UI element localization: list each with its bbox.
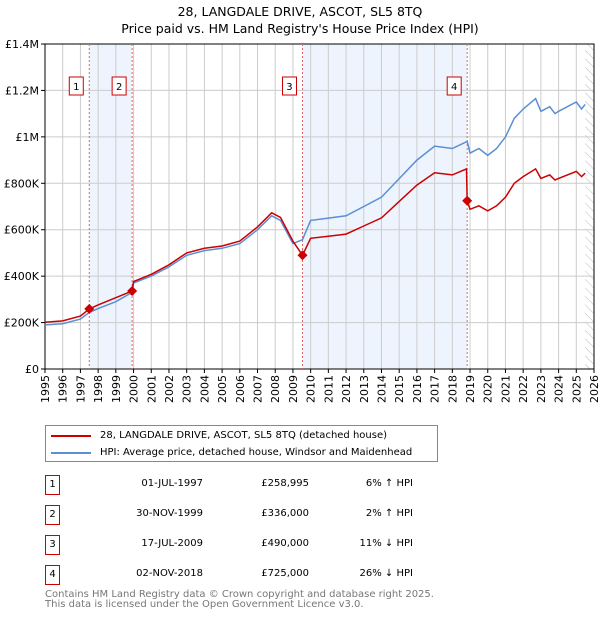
sale-label-box: 2 — [111, 76, 127, 96]
y-tick-label: £1M — [16, 131, 40, 144]
sale-point — [127, 286, 138, 296]
sale-date: 17-JUL-2009 — [141, 538, 203, 549]
shaded-period — [89, 44, 133, 369]
legend-label: 28, LANGDALE DRIVE, ASCOT, SL5 8TQ (deta… — [100, 430, 388, 441]
x-tick-label: 2002 — [163, 375, 176, 403]
plot-frame — [44, 43, 595, 370]
y-tick-label: £600K — [4, 224, 40, 237]
x-tick-label: 2024 — [553, 375, 566, 403]
sale-label-border — [111, 76, 127, 96]
hpi-diff: 6% ↑ HPI — [365, 478, 413, 489]
sale-price: £725,000 — [261, 568, 309, 579]
x-tick-label: 2014 — [375, 375, 388, 403]
sale-label-number: 1 — [73, 82, 79, 93]
hpi-diff: 11% ↓ HPI — [359, 538, 413, 549]
y-tick-label: £1.4M — [5, 38, 39, 51]
sale-point — [84, 303, 95, 314]
y-tick-label: £800K — [4, 177, 40, 190]
sale-number-badge: 3 — [45, 535, 60, 555]
x-tick-label: 2003 — [181, 375, 194, 403]
x-tick-label: 2007 — [252, 375, 265, 403]
x-tick-label: 2000 — [128, 375, 141, 403]
sale-label-box: 3 — [281, 76, 297, 96]
sale-label-border — [68, 76, 84, 96]
sale-point — [462, 195, 473, 206]
sale-date: 02-NOV-2018 — [136, 568, 203, 579]
y-tick-label: £0 — [25, 363, 39, 376]
x-tick-label: 2008 — [269, 375, 282, 403]
x-tick-label: 2005 — [216, 375, 229, 403]
y-tick-label: £200K — [4, 317, 40, 330]
x-tick-label: 2010 — [305, 375, 318, 403]
sale-label-number: 4 — [451, 82, 457, 93]
x-tick-label: 1999 — [110, 375, 123, 403]
sale-price: £490,000 — [261, 538, 309, 549]
sale-date: 01-JUL-1997 — [141, 478, 203, 489]
sale-price: £258,995 — [261, 478, 309, 489]
sale-label-border — [446, 76, 462, 96]
x-tick-label: 2023 — [535, 375, 548, 403]
x-tick-label: 1995 — [39, 375, 52, 403]
footer: Contains HM Land Registry data © Crown c… — [45, 590, 434, 610]
x-tick-label: 2015 — [393, 375, 406, 403]
x-tick-label: 2017 — [429, 375, 442, 403]
x-tick-label: 1997 — [74, 375, 87, 403]
legend-item-hpi: HPI: Average price, detached house, Wind… — [51, 447, 412, 458]
x-tick-label: 2001 — [145, 375, 158, 403]
transaction-row: 2 30-NOV-1999 £336,000 2% ↑ HPI — [45, 505, 445, 525]
sale-number-badge: 1 — [45, 475, 60, 495]
sale-point — [297, 250, 308, 261]
sale-label-number: 3 — [286, 82, 292, 93]
x-tick-label: 2022 — [517, 375, 530, 403]
hpi-diff: 26% ↓ HPI — [359, 568, 413, 579]
x-tick-label: 2013 — [358, 375, 371, 403]
x-tick-label: 2019 — [464, 375, 477, 403]
sale-price: £336,000 — [261, 508, 309, 519]
title-line: 28, LANGDALE DRIVE, ASCOT, SL5 8TQ — [177, 4, 423, 19]
forecast-hatch — [585, 44, 594, 369]
transaction-row: 1 01-JUL-1997 £258,995 6% ↑ HPI — [45, 475, 445, 495]
chart-title: 28, LANGDALE DRIVE, ASCOT, SL5 8TQ Price… — [0, 3, 600, 37]
x-tick-label: 2018 — [446, 375, 459, 403]
legend-item-property: 28, LANGDALE DRIVE, ASCOT, SL5 8TQ (deta… — [51, 430, 387, 441]
x-tick-label: 1996 — [57, 375, 70, 403]
transaction-row: 3 17-JUL-2009 £490,000 11% ↓ HPI — [45, 535, 445, 555]
x-tick-label: 2026 — [588, 375, 600, 403]
hpi-diff: 2% ↑ HPI — [365, 508, 413, 519]
y-tick-label: £400K — [4, 270, 40, 283]
sale-label-box: 4 — [446, 76, 462, 96]
x-tick-label: 2004 — [198, 375, 211, 403]
x-tick-label: 2012 — [340, 375, 353, 403]
sale-date: 30-NOV-1999 — [136, 508, 203, 519]
price-chart: 1995 1996 1997 1998 1999 2000 2001 2002 2003 2004… — [4, 38, 600, 403]
sale-number-badge: 2 — [45, 505, 60, 525]
sale-label-box: 1 — [68, 76, 84, 96]
x-tick-label: 2006 — [234, 375, 247, 403]
transaction-row: 4 02-NOV-2018 £725,000 26% ↓ HPI — [45, 565, 445, 585]
subtitle-line: Price paid vs. HM Land Registry's House … — [121, 21, 479, 36]
footer-line: This data is licensed under the Open Gov… — [45, 599, 364, 610]
x-tick-label: 2021 — [499, 375, 512, 403]
shaded-period — [302, 44, 468, 369]
legend-label: HPI: Average price, detached house, Wind… — [100, 447, 413, 458]
sale-number-badge: 4 — [45, 565, 60, 585]
sale-label-border — [281, 76, 297, 96]
legend-swatch-red — [51, 434, 91, 437]
x-tick-label: 2025 — [570, 375, 583, 403]
x-tick-label: 1998 — [92, 375, 105, 403]
y-tick-label: £1.2M — [5, 84, 39, 97]
sale-label-number: 2 — [116, 82, 122, 93]
x-tick-label: 2020 — [482, 375, 495, 403]
legend: 28, LANGDALE DRIVE, ASCOT, SL5 8TQ (deta… — [45, 425, 438, 462]
x-tick-label: 2016 — [411, 375, 424, 403]
x-tick-label: 2011 — [322, 375, 335, 403]
property-price-line — [44, 167, 586, 324]
x-tick-label: 2009 — [287, 375, 300, 403]
hpi-line — [44, 97, 586, 326]
footer-line: Contains HM Land Registry data © Crown c… — [45, 589, 434, 600]
legend-swatch-blue — [51, 451, 91, 454]
